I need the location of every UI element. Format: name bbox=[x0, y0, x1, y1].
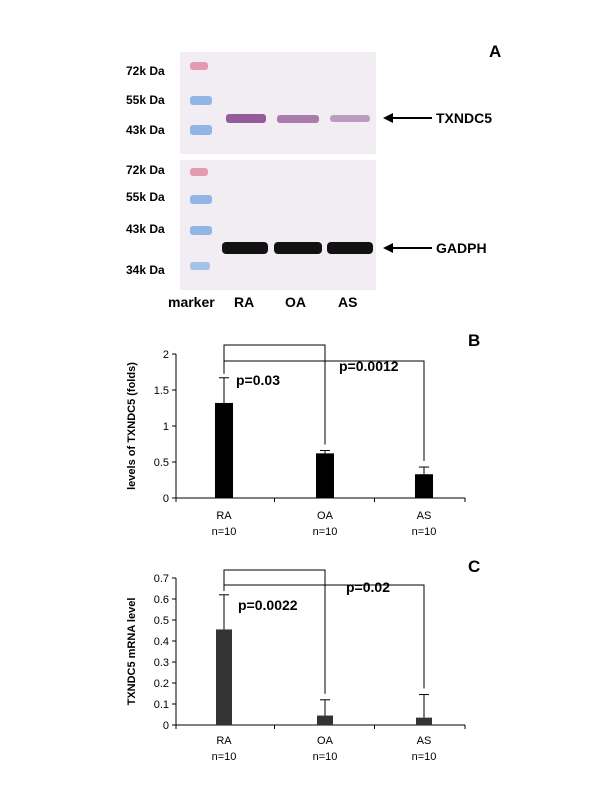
bottom-marker-55k: 55k Da bbox=[126, 190, 165, 204]
chart-b-category-n: n=10 bbox=[313, 526, 338, 538]
chart-c-comparison-bracket bbox=[223, 569, 326, 694]
bottom-marker-34k: 34k Da bbox=[126, 263, 165, 277]
chart-b-category-label: OA bbox=[317, 510, 334, 522]
marker-band-55k-bottom bbox=[190, 195, 212, 204]
chart-c-p-value: p=0.0022 bbox=[238, 597, 298, 613]
chart-b-y-tick-label: 0 bbox=[163, 493, 169, 505]
chart-b: B 0 0.5 1 1.5 2 levels of TXNDC5 (folds) RA n=10… bbox=[126, 331, 480, 538]
marker-band-72k bbox=[190, 62, 208, 70]
lane-label-marker: marker bbox=[168, 294, 215, 310]
chart-b-y-tick-label: 0.5 bbox=[154, 457, 169, 469]
chart-c-category-label: OA bbox=[317, 735, 334, 747]
top-marker-55k: 55k Da bbox=[126, 93, 165, 107]
chart-b-p-value: p=0.0012 bbox=[339, 358, 399, 374]
western-blot-panel: A 72k Da 55k Da 43k Da TXNDC5 72k Da 55k… bbox=[126, 42, 501, 310]
chart-b-bar-as bbox=[415, 474, 433, 498]
gadph-band-as bbox=[327, 242, 373, 254]
txndc5-band-label: TXNDC5 bbox=[436, 110, 492, 126]
marker-band-43k bbox=[190, 125, 212, 135]
chart-c-y-tick-label: 0.2 bbox=[154, 678, 169, 690]
chart-c-bar-oa bbox=[317, 715, 333, 725]
chart-c-y-tick-label: 0 bbox=[163, 720, 169, 732]
chart-c-category-n: n=10 bbox=[313, 751, 338, 763]
chart-c-panel-label: C bbox=[468, 557, 480, 576]
gadph-band-ra bbox=[222, 242, 268, 254]
bottom-marker-72k: 72k Da bbox=[126, 163, 165, 177]
chart-c: C 0 0.1 0.2 0.3 0.4 0.5 0.6 0.7 TXNDC5 mRNA level… bbox=[126, 557, 480, 763]
chart-c-y-tick-label: 0.1 bbox=[154, 699, 169, 711]
chart-b-category-n: n=10 bbox=[412, 526, 437, 538]
chart-b-comparison-bracket bbox=[223, 360, 425, 462]
marker-band-43k-bottom bbox=[190, 226, 212, 235]
chart-b-panel-label: B bbox=[468, 331, 480, 350]
chart-b-p-value: p=0.03 bbox=[236, 372, 280, 388]
chart-b-y-tick-label: 1.5 bbox=[154, 385, 169, 397]
lane-label-ra: RA bbox=[234, 294, 254, 310]
chart-b-bar-oa bbox=[316, 453, 334, 498]
marker-band-72k-bottom bbox=[190, 168, 208, 176]
txndc5-band-oa bbox=[277, 115, 319, 123]
chart-c-y-axis-label: TXNDC5 mRNA level bbox=[126, 598, 138, 706]
gadph-band-oa bbox=[274, 242, 322, 254]
bottom-marker-43k: 43k Da bbox=[126, 222, 165, 236]
chart-b-comparison-bracket bbox=[223, 344, 326, 445]
chart-c-category-label: AS bbox=[417, 735, 432, 747]
top-marker-43k: 43k Da bbox=[126, 123, 165, 137]
chart-c-p-value: p=0.02 bbox=[346, 579, 390, 595]
chart-c-comparison-bracket bbox=[223, 584, 425, 689]
txndc5-band-ra bbox=[226, 114, 266, 123]
chart-c-bar-ra bbox=[216, 629, 232, 725]
txndc5-arrow-head bbox=[383, 113, 393, 123]
bottom-blot-membrane bbox=[180, 160, 376, 290]
chart-b-bar-ra bbox=[215, 402, 233, 498]
chart-c-y-tick-label: 0.7 bbox=[154, 573, 169, 585]
chart-b-y-tick-label: 1 bbox=[163, 421, 169, 433]
txndc5-band-as bbox=[330, 115, 370, 122]
chart-b-y-tick-label: 2 bbox=[163, 349, 169, 361]
chart-c-y-tick-label: 0.4 bbox=[154, 636, 169, 648]
lane-label-as: AS bbox=[338, 294, 357, 310]
chart-c-y-tick-label: 0.3 bbox=[154, 657, 169, 669]
marker-band-34k-bottom bbox=[190, 262, 210, 270]
chart-b-category-label: RA bbox=[216, 510, 232, 522]
marker-band-55k bbox=[190, 96, 212, 105]
lane-label-oa: OA bbox=[285, 294, 306, 310]
chart-c-y-tick-label: 0.6 bbox=[154, 594, 169, 606]
chart-c-category-n: n=10 bbox=[412, 751, 437, 763]
gadph-band-label: GADPH bbox=[436, 240, 487, 256]
chart-c-category-label: RA bbox=[216, 735, 232, 747]
gadph-arrow-head bbox=[383, 243, 393, 253]
chart-c-category-n: n=10 bbox=[212, 751, 237, 763]
top-blot-membrane bbox=[180, 52, 376, 154]
chart-c-bar-as bbox=[416, 717, 432, 725]
panel-label-a: A bbox=[489, 42, 501, 61]
chart-b-category-n: n=10 bbox=[212, 526, 237, 538]
top-marker-72k: 72k Da bbox=[126, 64, 165, 78]
chart-b-y-axis-label: levels of TXNDC5 (folds) bbox=[126, 362, 138, 490]
chart-b-category-label: AS bbox=[417, 510, 432, 522]
chart-c-y-tick-label: 0.5 bbox=[154, 615, 169, 627]
